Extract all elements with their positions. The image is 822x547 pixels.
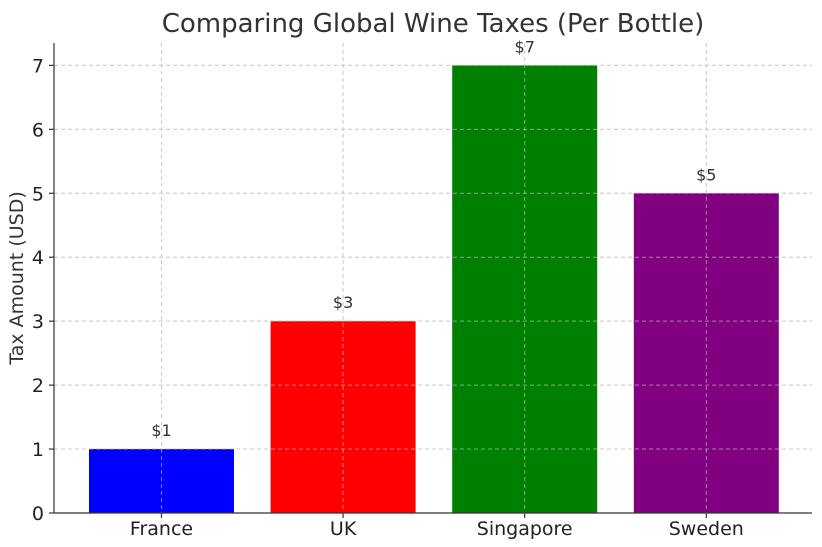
data-label: $5 (696, 165, 716, 184)
y-tick-label: 2 (32, 375, 44, 397)
y-tick-label: 1 (32, 439, 44, 461)
x-tick-label: Sweden (669, 518, 744, 540)
x-tick-label: UK (330, 518, 357, 540)
data-label: $7 (515, 37, 535, 56)
y-tick-label: 3 (32, 311, 44, 333)
y-tick-label: 5 (32, 183, 44, 205)
chart-title: Comparing Global Wine Taxes (Per Bottle) (162, 9, 705, 39)
axis-layer: 0 1 2 3 4 5 6 7 France UK Singapore Sweden (32, 43, 812, 540)
data-label-layer: $1 $3 $7 $5 (151, 37, 716, 440)
data-label: $1 (151, 421, 171, 440)
y-axis-label: Tax Amount (USD) (6, 191, 28, 366)
x-tick-label: France (130, 518, 193, 540)
y-tick-label: 7 (32, 55, 44, 77)
x-tick-label: Singapore (477, 518, 573, 540)
data-label: $3 (333, 293, 353, 312)
y-tick-label: 4 (32, 247, 44, 269)
y-tick-label: 6 (32, 119, 44, 141)
bar-layer (54, 43, 812, 514)
y-tick-label: 0 (32, 503, 44, 525)
